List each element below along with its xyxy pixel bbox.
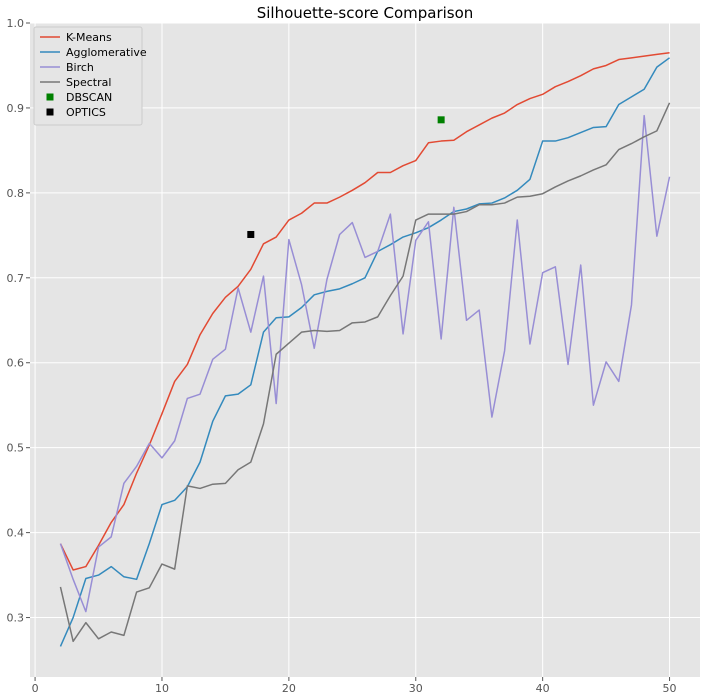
x-tick-label: 20: [282, 682, 296, 695]
legend-label-k-means: K-Means: [66, 31, 112, 44]
x-tick-label: 40: [536, 682, 550, 695]
legend-label-dbscan: DBSCAN: [66, 91, 112, 104]
y-tick-label: 0.9: [7, 102, 25, 115]
axis-ticks: 0 10 20 30 40 50 0.3 0.4 0.5 0.6 0.7 0.8 0.9 1.0: [7, 17, 677, 695]
legend: K-Means Agglomerative Birch Spectral DBSCAN O…: [33, 26, 147, 126]
y-tick-label: 0.3: [7, 612, 25, 625]
x-tick-label: 30: [409, 682, 423, 695]
points-layer: [247, 116, 445, 238]
chart-title: Silhouette-score Comparison: [257, 4, 474, 22]
y-tick-label: 0.8: [7, 187, 25, 200]
y-tick-label: 0.4: [7, 527, 25, 540]
x-tick-label: 10: [155, 682, 169, 695]
legend-swatch-dbscan: [46, 93, 54, 101]
legend-label-birch: Birch: [66, 61, 94, 74]
x-tick-label: 50: [663, 682, 677, 695]
point-optics: [247, 230, 255, 238]
legend-swatch-optics: [46, 108, 54, 116]
x-tick-label: 0: [32, 682, 39, 695]
series-line-agglomerative: [59, 57, 670, 647]
series-line-birch: [59, 114, 671, 613]
y-tick-label: 0.7: [7, 272, 25, 285]
y-tick-label: 0.6: [7, 357, 25, 370]
legend-label-spectral: Spectral: [66, 76, 111, 89]
y-tick-label: 0.5: [7, 442, 25, 455]
legend-label-optics: OPTICS: [66, 106, 106, 119]
legend-label-agglomerative: Agglomerative: [66, 46, 147, 59]
y-tick-label: 1.0: [7, 17, 25, 30]
series-layer: [59, 51, 671, 647]
series-line-spectral: [59, 102, 671, 643]
point-dbscan: [437, 116, 445, 124]
series-line-k-means: [59, 51, 670, 571]
legend-box: [33, 26, 143, 126]
